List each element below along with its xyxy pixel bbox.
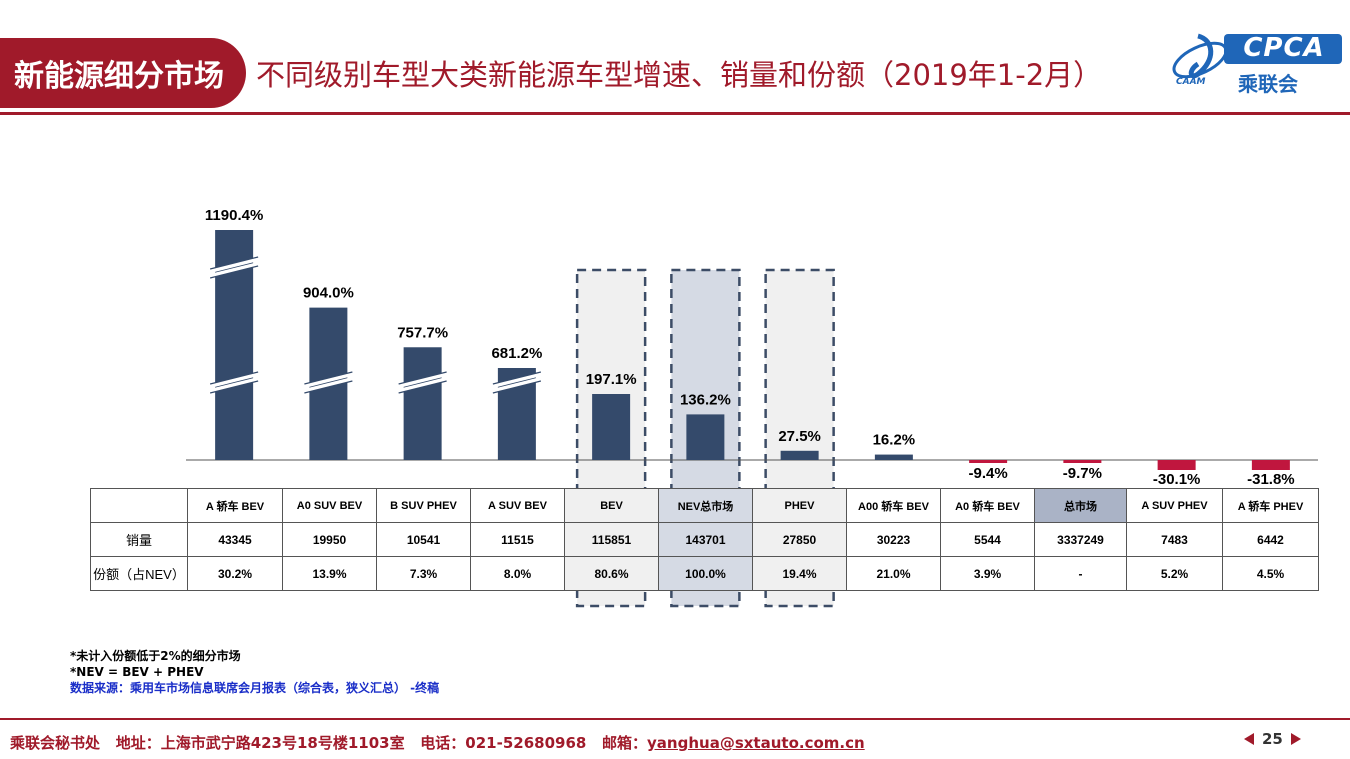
table-header-cell: A00 轿车 BEV xyxy=(846,488,941,523)
axis-break-line xyxy=(304,371,353,394)
table-header-cell: PHEV xyxy=(752,488,847,523)
table-header-cell: A SUV PHEV xyxy=(1126,488,1223,523)
sales-share-table: A 轿车 BEV A0 SUV BEV B SUV PHEV A SUV BEV BEV… xyxy=(90,488,1319,591)
table-cell-sales: 19950 xyxy=(282,522,377,557)
bar xyxy=(592,394,631,460)
table-cell-sales: 43345 xyxy=(187,522,283,557)
table-cell-share: 4.5% xyxy=(1222,556,1319,591)
bar xyxy=(1251,460,1290,470)
logo-main-text: CPCA xyxy=(1243,33,1325,63)
table-cell-share: 8.0% xyxy=(470,556,565,591)
axis-break-line xyxy=(209,256,259,279)
data-label: -30.1% xyxy=(1153,471,1201,488)
axis-break-mark xyxy=(303,372,353,393)
table-cell-sales: 143701 xyxy=(658,522,753,557)
header-divider xyxy=(0,112,1350,115)
data-label: 27.5% xyxy=(778,428,821,445)
table-header-row: A 轿车 BEV A0 SUV BEV B SUV PHEV A SUV BEV BEV… xyxy=(90,488,1319,523)
page-number: 25 xyxy=(1262,730,1283,748)
data-source: 数据来源：乘用车市场信息联席会月报表（综合表，狭义汇总） -终稿 xyxy=(70,681,440,695)
table-cell-share: 80.6% xyxy=(564,556,659,591)
table-header-cell: A SUV BEV xyxy=(470,488,565,523)
axis-break-line xyxy=(398,371,447,394)
table-cell-share: 19.4% xyxy=(752,556,847,591)
logo-sub-text: CAAM xyxy=(1176,77,1206,87)
data-label: 681.2% xyxy=(491,345,542,362)
bar xyxy=(1063,460,1102,463)
data-label: 757.7% xyxy=(397,324,448,341)
footnote-share: *未计入份额低于2%的细分市场 xyxy=(70,649,241,663)
table-cell-share: 5.2% xyxy=(1126,556,1223,591)
pager: 25 xyxy=(1244,730,1301,748)
section-tag: 新能源细分市场 xyxy=(0,38,246,108)
data-label: 904.0% xyxy=(303,285,354,302)
footer-email-link[interactable]: yanghua@sxtauto.com.cn xyxy=(647,734,865,752)
table-header-cell: B SUV PHEV xyxy=(376,488,471,523)
slide-title: 不同级别车型大类新能源车型增速、销量和份额（2019年1-2月） xyxy=(256,58,1103,92)
table-cell-sales: 30223 xyxy=(846,522,941,557)
bar xyxy=(1157,460,1196,470)
table-header-cell: A 轿车 BEV xyxy=(187,488,283,523)
table-header-cell: 总市场 xyxy=(1034,488,1127,523)
bar xyxy=(780,450,819,460)
slide-header: 新能源细分市场 不同级别车型大类新能源车型增速、销量和份额（2019年1-2月）… xyxy=(0,0,1350,118)
axis-break-mark xyxy=(492,372,542,393)
data-label: -31.8% xyxy=(1247,471,1295,488)
axis-break-line xyxy=(492,371,542,394)
logo-box xyxy=(1224,34,1342,64)
footer-divider xyxy=(0,718,1350,720)
data-label: 1190.4% xyxy=(205,207,263,224)
table-cell-share: 100.0% xyxy=(658,556,753,591)
table-header-cell: A0 SUV BEV xyxy=(282,488,377,523)
bar xyxy=(403,347,442,460)
table-cell-share: - xyxy=(1034,556,1127,591)
logo-cn-text: 乘联会 xyxy=(1238,72,1298,96)
footer-address: 地址：上海市武宁路423号18号楼1103室 xyxy=(115,734,405,752)
table-cell-sales: 3337249 xyxy=(1034,522,1127,557)
table-cell-sales: 11515 xyxy=(470,522,565,557)
bar xyxy=(969,460,1008,463)
table-header-cell: A0 轿车 BEV xyxy=(940,488,1035,523)
footer-email-label: 邮箱： xyxy=(602,734,648,752)
data-label: 197.1% xyxy=(586,371,637,388)
table-cell-share: 21.0% xyxy=(846,556,941,591)
table-header-cell: A 轿车 PHEV xyxy=(1222,488,1319,523)
footnote-nev: *NEV = BEV + PHEV xyxy=(70,665,204,679)
footnotes: *未计入份额低于2%的细分市场 *NEV = BEV + PHEV 数据来源：乘… xyxy=(70,648,439,696)
table-cell-share: 13.9% xyxy=(282,556,377,591)
cpca-logo: CAAM CPCA 乘联会 xyxy=(1168,30,1344,96)
table-cell-share: 3.9% xyxy=(940,556,1035,591)
table-cell-sales: 5544 xyxy=(940,522,1035,557)
table-row-sales: 销量 43345 19950 10541 11515 115851 143701 27850… xyxy=(90,522,1319,557)
table-cell-share: 30.2% xyxy=(187,556,283,591)
axis-break-mark xyxy=(209,372,259,393)
axis-break-mark xyxy=(209,257,259,278)
table-corner-cell xyxy=(90,488,188,523)
footer-contact: 乘联会秘书处 地址：上海市武宁路423号18号楼1103室 电话：021-526… xyxy=(10,732,865,753)
axis-break-mark xyxy=(398,372,448,393)
data-label: 136.2% xyxy=(680,391,731,408)
prev-page-icon[interactable] xyxy=(1244,733,1254,745)
table-cell-share: 7.3% xyxy=(376,556,471,591)
table-header-cell: NEV总市场 xyxy=(658,488,753,523)
footer-phone: 电话：021-52680968 xyxy=(420,734,587,752)
data-label: -9.7% xyxy=(1063,465,1102,482)
bar xyxy=(874,454,913,460)
data-label: -9.4% xyxy=(969,465,1008,482)
next-page-icon[interactable] xyxy=(1290,733,1301,745)
table-cell-sales: 115851 xyxy=(564,522,659,557)
table-header-cell: BEV xyxy=(564,488,659,523)
table-cell-sales: 7483 xyxy=(1126,522,1223,557)
table-cell-sales: 6442 xyxy=(1222,522,1319,557)
table-cell-sales: 27850 xyxy=(752,522,847,557)
footer-org: 乘联会秘书处 xyxy=(10,734,101,752)
table-cell-sales: 10541 xyxy=(376,522,471,557)
row-label-sales: 销量 xyxy=(90,522,188,557)
table-row-share: 份额（占NEV） 30.2% 13.9% 7.3% 8.0% 80.6% 100.0% 19… xyxy=(90,556,1319,591)
row-label-share: 份额（占NEV） xyxy=(90,556,188,591)
data-label: 16.2% xyxy=(873,432,916,449)
axis-break-line xyxy=(209,371,259,394)
bar xyxy=(686,414,725,460)
